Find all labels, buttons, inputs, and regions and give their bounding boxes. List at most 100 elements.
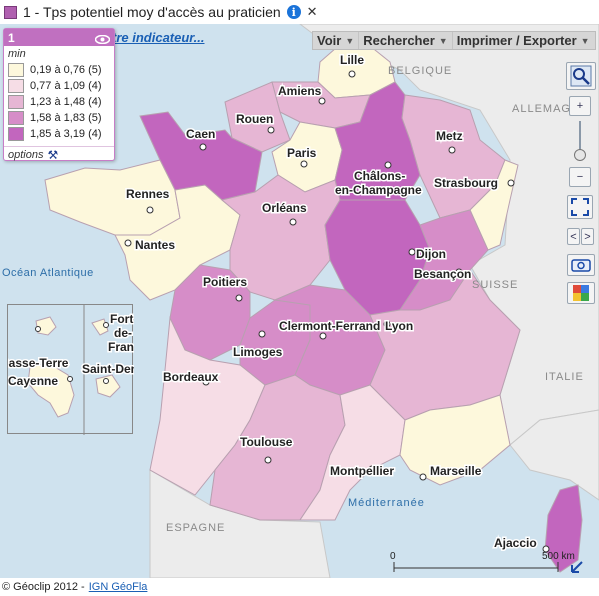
label-paris: Paris — [287, 146, 317, 160]
zoom-slider-track[interactable] — [579, 121, 581, 161]
label-amiens: Amiens — [278, 84, 322, 98]
label-lyon: Lyon — [385, 319, 413, 333]
chevron-down-icon: ▼ — [345, 35, 355, 46]
reunion-shape — [95, 374, 121, 398]
ign-link[interactable]: IGN GéoFla — [88, 581, 148, 593]
zoom-in-button[interactable]: + — [569, 96, 591, 116]
label-montpellier: Montpellier — [330, 464, 394, 478]
label-saint-denis: Saint-Denis — [82, 362, 134, 376]
label-italie: ITALIE — [545, 371, 584, 383]
legend-swatch — [8, 111, 24, 125]
zoom-slider-handle[interactable] — [574, 149, 586, 161]
label-marseille: Marseille — [430, 464, 482, 478]
google-earth-button[interactable] — [567, 282, 595, 304]
label-fort-de-france-1: Fort- — [110, 312, 134, 326]
full-extent-icon — [571, 198, 589, 216]
plus-icon: + — [576, 100, 584, 112]
legend-header: 1 — [4, 29, 114, 46]
label-orleans: Orléans — [262, 201, 307, 215]
region-champagne[interactable] — [334, 81, 421, 201]
legend-row: 0,19 à 0,76 (5) — [8, 62, 114, 78]
other-indicator-link[interactable]: tre indicateur... — [112, 30, 205, 45]
label-espagne: ESPAGNE — [166, 522, 225, 534]
label-fort-de-france-2: de- — [114, 326, 132, 340]
label-fort-de-france-3: France — [108, 340, 134, 354]
resize-icon[interactable] — [571, 561, 583, 573]
label-limoges: Limoges — [233, 345, 283, 359]
full-extent-button[interactable] — [567, 195, 593, 219]
camera-icon — [571, 259, 591, 272]
menu-rechercher[interactable]: Rechercher ▼ — [359, 32, 453, 49]
legend-panel: 1 min 0,19 à 0,76 (5) 0,77 à 1,09 (4) 1,… — [3, 28, 115, 162]
label-metz: Metz — [436, 129, 463, 143]
legend-options[interactable]: options ⚒ — [4, 146, 114, 162]
zoom-search-button[interactable] — [566, 62, 596, 90]
label-allemagne: ALLEMAGNE — [512, 103, 588, 115]
region-alsace[interactable] — [469, 159, 519, 251]
snapshot-button[interactable] — [567, 254, 595, 276]
region-paca[interactable] — [399, 394, 511, 486]
eye-icon[interactable] — [94, 33, 111, 45]
label-cayenne: Cayenne — [8, 374, 58, 388]
scale-bar: 0 500 km — [390, 548, 590, 574]
city-markers — [124, 70, 550, 553]
label-ajaccio: Ajaccio — [494, 536, 537, 550]
menu-imprimer-exporter[interactable]: Imprimer / Exporter ▼ — [453, 32, 594, 49]
info-icon[interactable]: i — [286, 5, 301, 19]
chevron-right-icon: > — [584, 230, 591, 243]
wrench-icon[interactable]: ⚒ — [47, 147, 59, 162]
label-atlantique: Océan Atlantique — [2, 267, 94, 279]
region-corse[interactable] — [544, 484, 583, 573]
scale-max: 500 km — [542, 551, 575, 562]
indicator-title: 1 - Tps potentiel moy d'accès au pratici… — [23, 4, 281, 20]
pan-right-button[interactable]: > — [581, 228, 594, 245]
map-svg[interactable]: BELGIQUE ALLEMAGNE SUISSE ITALIE ESPAGNE… — [0, 24, 599, 578]
minus-icon: − — [576, 171, 584, 183]
indicator-swatch — [4, 5, 17, 19]
label-nantes: Nantes — [135, 238, 175, 252]
footer: © Géoclip 2012 - IGN GéoFla — [0, 578, 599, 596]
title-bar: 1 - Tps potentiel moy d'accès au pratici… — [0, 0, 599, 24]
label-poitiers: Poitiers — [203, 275, 247, 289]
chevron-down-icon: ▼ — [580, 35, 590, 46]
zoom-out-button[interactable]: − — [569, 167, 591, 187]
chevron-left-icon: < — [570, 230, 577, 243]
overseas-inset: Basse-Terre Fort- de- France Cayenne Sai… — [0, 304, 150, 435]
legend-row: 1,85 à 3,19 (4) — [8, 126, 114, 142]
menu-voir-label[interactable]: Voir — [317, 33, 342, 48]
google-icon — [573, 285, 589, 301]
label-strasbourg: Strasbourg — [434, 176, 498, 190]
label-basse-terre: Basse-Terre — [8, 356, 69, 370]
guyane-shape — [27, 362, 75, 418]
close-icon[interactable]: ✕ — [306, 4, 318, 19]
scale-bar-svg: 0 500 km — [390, 551, 583, 573]
label-belgique: BELGIQUE — [388, 65, 452, 77]
copyright-text: © Géoclip 2012 - — [2, 581, 85, 593]
label-rennes: Rennes — [126, 187, 170, 201]
legend-options-label[interactable]: options — [8, 148, 44, 161]
legend-label: 1,58 à 1,83 (5) — [30, 112, 102, 124]
label-toulouse: Toulouse — [240, 435, 293, 449]
legend-label: 0,19 à 0,76 (5) — [30, 64, 102, 76]
legend-row: 1,58 à 1,83 (5) — [8, 110, 114, 126]
foreign-land-italy — [509, 409, 599, 501]
legend-label: 1,85 à 3,19 (4) — [30, 128, 102, 140]
label-suisse: SUISSE — [472, 279, 518, 291]
menu-imprimer-label[interactable]: Imprimer / Exporter — [456, 33, 577, 48]
pan-left-button[interactable]: < — [567, 228, 580, 245]
legend-unit: min — [8, 48, 26, 60]
legend-label: 1,23 à 1,48 (4) — [30, 96, 102, 108]
label-lille: Lille — [340, 53, 364, 67]
scale-zero: 0 — [390, 551, 396, 562]
menu-rechercher-label[interactable]: Rechercher — [363, 33, 435, 48]
overseas-svg: Basse-Terre Fort- de- France Cayenne Sai… — [0, 305, 150, 435]
label-caen: Caen — [186, 127, 215, 141]
legend-swatch — [8, 127, 24, 141]
region-languedoc[interactable] — [299, 384, 406, 521]
legend-swatch — [8, 79, 24, 93]
magnifier-icon — [570, 65, 592, 87]
map-toolbar: Voir ▼ Rechercher ▼ Imprimer / Exporter … — [312, 31, 596, 50]
label-mediterranee: Méditerranée — [348, 497, 425, 509]
menu-voir[interactable]: Voir ▼ — [313, 32, 360, 49]
map-canvas[interactable]: BELGIQUE ALLEMAGNE SUISSE ITALIE ESPAGNE… — [0, 24, 599, 578]
